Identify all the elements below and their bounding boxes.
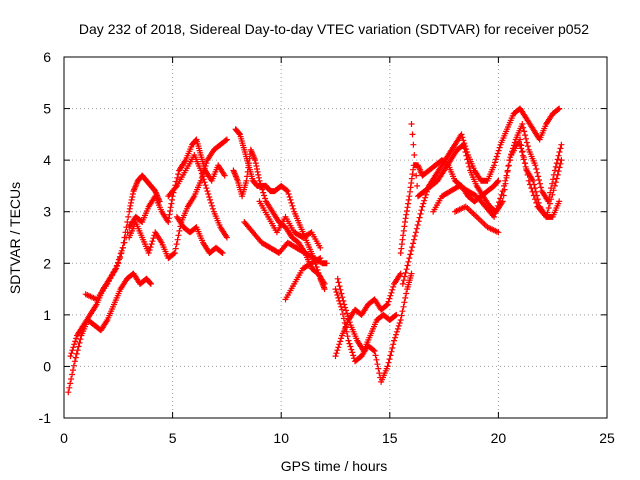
data-point-markers xyxy=(173,213,226,256)
series-track-k xyxy=(282,255,324,303)
data-point-markers xyxy=(452,203,502,236)
x-tick-label: 10 xyxy=(273,430,289,446)
series-track-i xyxy=(241,219,330,267)
data-point-markers xyxy=(332,270,415,385)
x-tick-label: 25 xyxy=(599,430,615,446)
data-point-markers xyxy=(126,136,230,262)
x-axis-label: GPS time / hours xyxy=(281,458,388,474)
data-point-markers xyxy=(332,270,404,360)
series-track-n xyxy=(332,270,415,385)
series-track-h xyxy=(230,146,328,287)
y-tick-label: -1 xyxy=(39,410,52,426)
data-point-markers xyxy=(241,219,330,267)
y-tick-label: 5 xyxy=(43,101,51,117)
x-tick-label: 0 xyxy=(60,430,68,446)
series-track-p xyxy=(399,105,563,287)
y-tick-label: 0 xyxy=(43,358,51,374)
y-tick-label: 6 xyxy=(43,49,51,65)
y-tick-label: 4 xyxy=(43,152,51,168)
plot-frame xyxy=(63,56,608,419)
points-layer xyxy=(65,105,565,396)
grid-layer xyxy=(64,57,607,418)
x-tick-label: 5 xyxy=(169,430,177,446)
data-point-markers xyxy=(517,141,563,220)
y-tick-label: 2 xyxy=(43,255,51,271)
data-point-markers xyxy=(230,146,328,287)
series-track-f xyxy=(173,213,226,256)
data-point-markers xyxy=(256,198,324,251)
x-tick-label: 15 xyxy=(382,430,398,446)
x-tick-label: 20 xyxy=(491,430,507,446)
series-track-d xyxy=(126,136,230,262)
series-track-j xyxy=(256,198,324,251)
series-track-l xyxy=(332,270,404,360)
series-track-t xyxy=(517,141,563,220)
series-track-s xyxy=(452,203,502,236)
y-tick-label: 1 xyxy=(43,307,51,323)
series-track-e xyxy=(165,152,230,241)
chart-title: Day 232 of 2018, Sidereal Day-to-day VTE… xyxy=(79,21,589,37)
data-point-markers xyxy=(282,255,324,303)
data-point-markers xyxy=(165,152,230,241)
axes-layer: 0 5 10 15 20 25 -1 0 1 2 3 4 5 6 xyxy=(39,49,615,446)
y-axis-label: SDTVAR / TECUs xyxy=(7,182,23,294)
data-point-markers xyxy=(399,105,563,287)
y-tick-label: 3 xyxy=(43,204,51,220)
